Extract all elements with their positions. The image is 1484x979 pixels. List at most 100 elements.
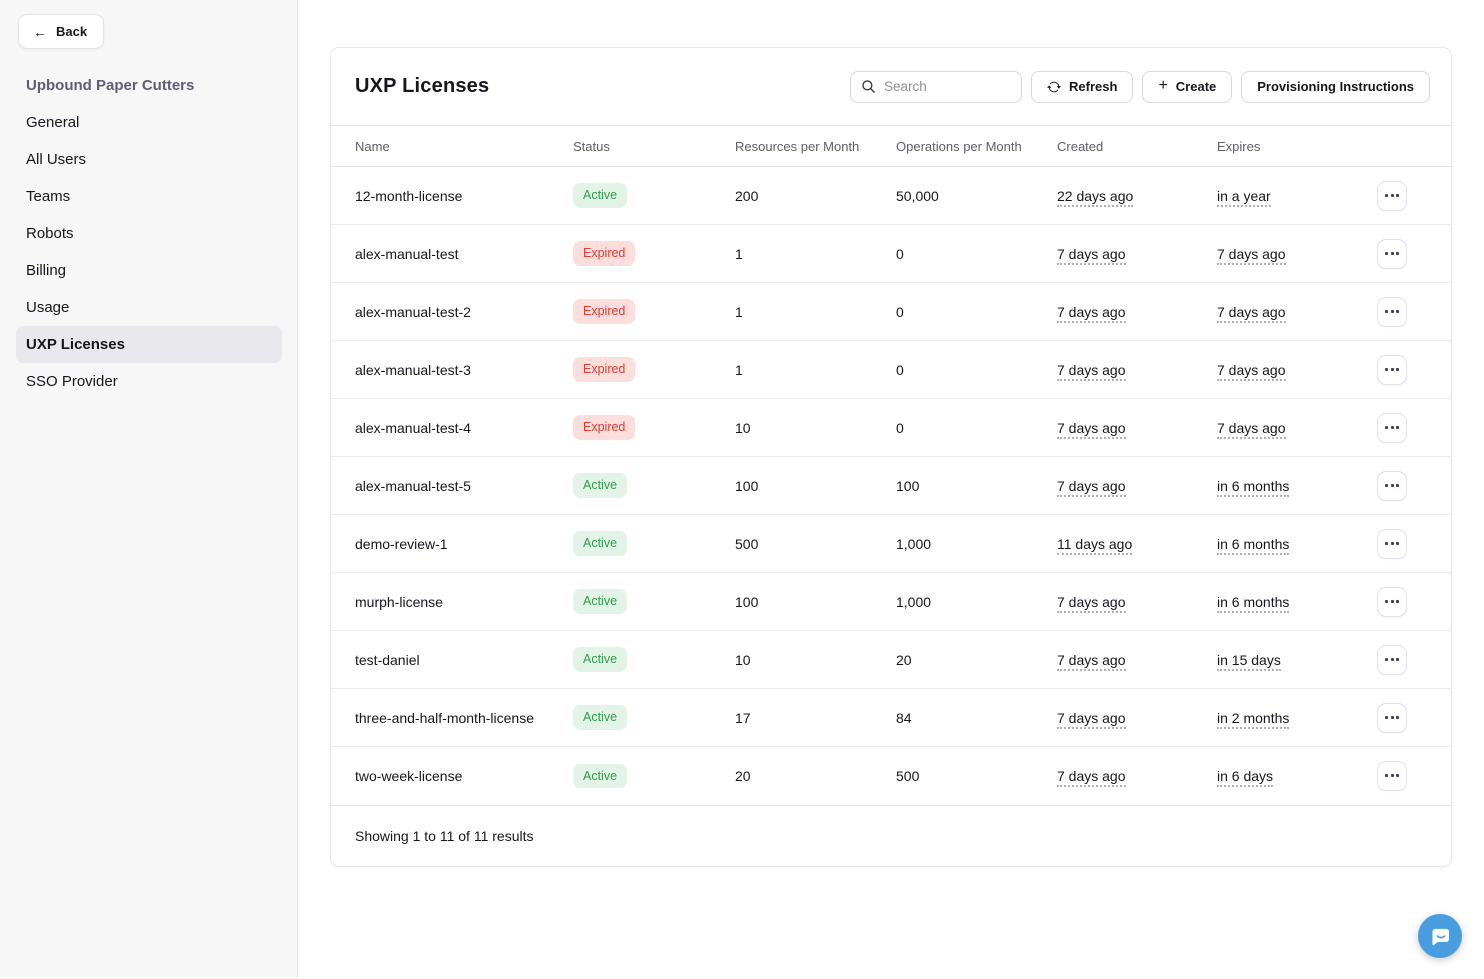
resources-per-month-cell: 10 bbox=[735, 398, 896, 457]
operations-per-month-cell: 1,000 bbox=[896, 514, 1057, 573]
expires-cell: in 15 days bbox=[1217, 630, 1377, 689]
table-row: alex-manual-test-5 Active 100 100 7 days ago… bbox=[331, 456, 1451, 515]
plus-icon: + bbox=[1158, 77, 1168, 94]
expires-cell: in 6 months bbox=[1217, 514, 1377, 573]
row-actions-button[interactable] bbox=[1377, 760, 1407, 791]
column-header-resources-per-month: Resources per Month bbox=[735, 125, 896, 167]
row-actions-button[interactable] bbox=[1377, 354, 1407, 385]
license-status-cell: Active bbox=[573, 688, 735, 747]
chat-launcher-button[interactable] bbox=[1418, 914, 1462, 958]
back-button-label: Back bbox=[56, 24, 88, 39]
row-actions-cell bbox=[1377, 688, 1451, 747]
license-name-cell: alex-manual-test-2 bbox=[331, 282, 573, 341]
license-name-cell: demo-review-1 bbox=[331, 514, 573, 573]
license-name-cell: two-week-license bbox=[331, 746, 573, 805]
expires-cell: 7 days ago bbox=[1217, 224, 1377, 283]
row-actions-cell bbox=[1377, 340, 1451, 399]
operations-per-month-cell: 84 bbox=[896, 688, 1057, 747]
row-actions-button[interactable] bbox=[1377, 180, 1407, 211]
row-actions-cell bbox=[1377, 398, 1451, 457]
row-actions-button[interactable] bbox=[1377, 702, 1407, 733]
search-input[interactable] bbox=[884, 79, 1012, 94]
row-actions-button[interactable] bbox=[1377, 412, 1407, 443]
resources-per-month-cell: 200 bbox=[735, 187, 759, 204]
refresh-button-label: Refresh bbox=[1069, 79, 1118, 94]
table-row: alex-manual-test-3 Expired 1 0 7 days ago 7 d… bbox=[331, 340, 1451, 399]
sidebar-item-usage[interactable]: Usage bbox=[26, 299, 70, 316]
toolbar: Refresh + Create Provisioning Instructio… bbox=[850, 70, 1430, 103]
sidebar-item-general[interactable]: General bbox=[26, 114, 80, 131]
table-row: murph-license Active 100 1,000 7 days ago in … bbox=[331, 572, 1451, 631]
table-row: two-week-license Active 20 500 7 days ago in … bbox=[331, 746, 1451, 805]
sidebar-item-teams[interactable]: Teams bbox=[26, 188, 71, 205]
license-name-cell: alex-manual-test bbox=[331, 224, 573, 283]
table-row: test-daniel Active 10 20 7 days ago in 15 day… bbox=[331, 630, 1451, 689]
row-actions-button[interactable] bbox=[1377, 470, 1407, 501]
created-date: 7 days ago bbox=[1057, 477, 1126, 497]
operations-per-month-cell: 0 bbox=[896, 282, 1057, 341]
sidebar-item-billing[interactable]: Billing bbox=[26, 262, 67, 279]
ellipsis-icon bbox=[1385, 194, 1399, 197]
resources-per-month-cell: 100 bbox=[735, 456, 896, 515]
sidebar-item-robots[interactable]: Robots bbox=[26, 225, 74, 242]
created-cell: 7 days ago bbox=[1057, 630, 1217, 689]
card-footer: Showing 1 to 11 of 11 results bbox=[331, 804, 1451, 866]
operations-per-month-cell: 50,000 bbox=[896, 187, 939, 204]
resources-per-month-cell: 100 bbox=[735, 572, 896, 631]
row-actions-cell bbox=[1377, 746, 1451, 805]
status-badge: Expired bbox=[573, 415, 636, 440]
expires-date: in 6 months bbox=[1217, 477, 1290, 497]
ellipsis-icon bbox=[1385, 252, 1399, 255]
back-button[interactable]: ← Back bbox=[18, 14, 105, 49]
card-header: UXP Licenses Refresh bbox=[331, 48, 1451, 125]
ellipsis-icon bbox=[1385, 368, 1399, 371]
created-cell: 7 days ago bbox=[1057, 688, 1217, 747]
table-row: 12-month-license Active 200 50,000 22 days a… bbox=[331, 167, 1451, 225]
refresh-icon bbox=[1047, 81, 1061, 92]
arrow-left-icon: ← bbox=[33, 23, 47, 40]
provisioning-instructions-button[interactable]: Provisioning Instructions bbox=[1241, 70, 1430, 103]
expires-date: in 6 days bbox=[1217, 767, 1274, 787]
search-box bbox=[850, 70, 1023, 103]
status-badge: Active bbox=[573, 589, 628, 614]
table-row: demo-review-1 Active 500 1,000 11 days ago in… bbox=[331, 514, 1451, 573]
created-date: 7 days ago bbox=[1057, 593, 1126, 613]
ellipsis-icon bbox=[1385, 542, 1399, 545]
refresh-button[interactable]: Refresh bbox=[1031, 70, 1134, 103]
expires-cell: 7 days ago bbox=[1217, 340, 1377, 399]
row-actions-button[interactable] bbox=[1377, 238, 1407, 269]
search-icon bbox=[862, 80, 875, 93]
license-status-cell: Active bbox=[573, 746, 735, 805]
license-status-cell: Expired bbox=[573, 282, 735, 341]
column-header-created: Created bbox=[1057, 125, 1217, 167]
status-badge: Active bbox=[573, 705, 628, 730]
sidebar-item-uxp-licenses[interactable]: UXP Licenses bbox=[16, 326, 282, 363]
row-actions-button[interactable] bbox=[1377, 296, 1407, 327]
resources-per-month-cell: 17 bbox=[735, 688, 896, 747]
sidebar-nav: Upbound Paper Cutters General All Users Te… bbox=[16, 67, 282, 400]
created-date: 7 days ago bbox=[1057, 767, 1126, 787]
row-actions-button[interactable] bbox=[1377, 528, 1407, 559]
operations-per-month-cell: 0 bbox=[896, 398, 1057, 457]
row-actions-button[interactable] bbox=[1377, 586, 1407, 617]
operations-per-month-cell: 1,000 bbox=[896, 572, 1057, 631]
expires-date: 7 days ago bbox=[1217, 245, 1286, 265]
created-cell: 7 days ago bbox=[1057, 746, 1217, 805]
licenses-card: UXP Licenses Refresh bbox=[330, 47, 1452, 867]
create-button[interactable]: + Create bbox=[1142, 70, 1233, 103]
column-header-expires: Expires bbox=[1217, 125, 1377, 167]
column-header-status: Status bbox=[573, 125, 735, 167]
status-badge: Active bbox=[573, 183, 628, 208]
created-date: 7 days ago bbox=[1057, 419, 1126, 439]
table-row: alex-manual-test Expired 1 0 7 days ago 7 day… bbox=[331, 224, 1451, 283]
row-actions-cell bbox=[1377, 514, 1451, 573]
expires-cell: in 2 months bbox=[1217, 688, 1377, 747]
expires-date: in 6 months bbox=[1217, 593, 1290, 613]
operations-per-month-cell: 0 bbox=[896, 340, 1057, 399]
sidebar-item-all-users[interactable]: All Users bbox=[26, 151, 87, 168]
license-status-cell: Expired bbox=[573, 398, 735, 457]
status-badge: Active bbox=[573, 763, 628, 788]
row-actions-button[interactable] bbox=[1377, 644, 1407, 675]
sidebar-item-sso-provider[interactable]: SSO Provider bbox=[26, 373, 118, 390]
main-content: UXP Licenses Refresh bbox=[298, 0, 1484, 979]
